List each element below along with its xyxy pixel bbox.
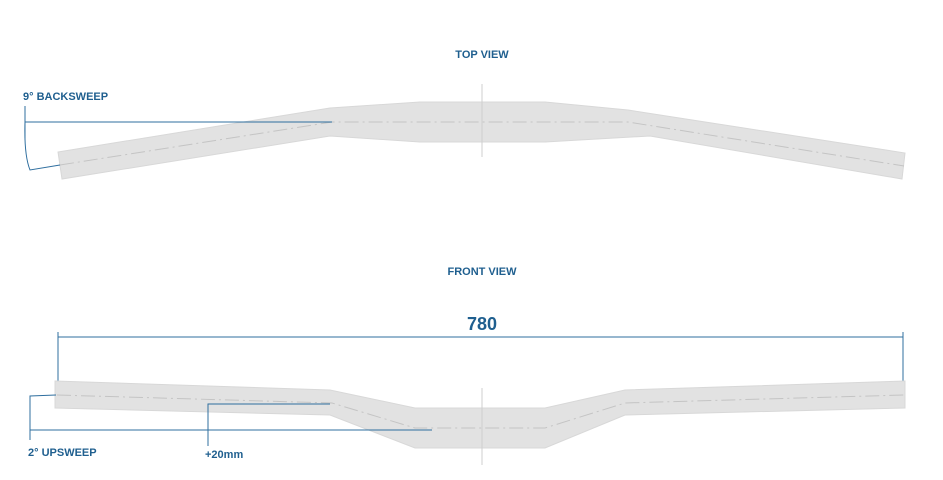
rise-label: +20mm <box>205 449 243 461</box>
front-view-centerline <box>56 394 905 429</box>
width-dimension-label: 780 <box>467 314 497 334</box>
front-view-bar <box>54 380 906 449</box>
front-view-title: FRONT VIEW <box>447 266 517 278</box>
backsweep-label: 9° BACKSWEEP <box>23 91 108 103</box>
backsweep-arc <box>24 121 61 171</box>
upsweep-label: 2° UPSWEEP <box>28 447 97 459</box>
top-view-title: TOP VIEW <box>455 49 509 61</box>
upsweep-tick <box>29 394 57 440</box>
rise-dimension <box>207 403 330 446</box>
